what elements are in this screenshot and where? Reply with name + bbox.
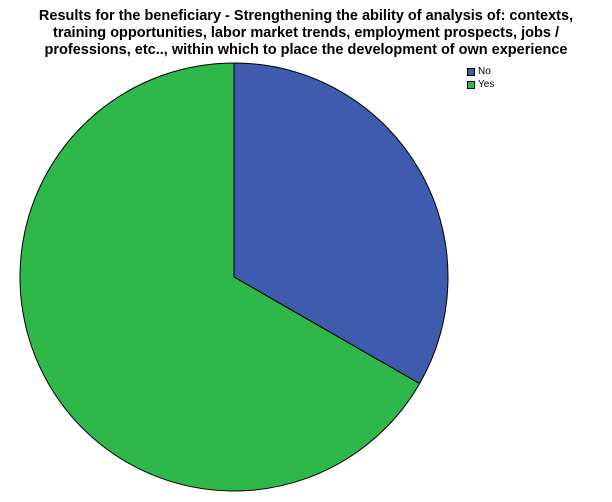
legend-swatch-no	[467, 67, 475, 76]
legend-label-no: No	[478, 66, 491, 77]
legend: No Yes	[467, 65, 494, 91]
legend-label-yes: Yes	[478, 79, 495, 90]
pie-slices	[19, 62, 449, 492]
chart-title: Results for the beneficiary - Strengthen…	[0, 8, 612, 59]
legend-swatch-yes	[467, 80, 475, 89]
pie-slice-no	[233, 62, 449, 385]
pie-slice-yes	[19, 62, 421, 492]
chart-title-line-1: Results for the beneficiary - Strengthen…	[38, 8, 574, 24]
legend-entry-no: No	[467, 65, 494, 78]
chart-title-line-3: professions, etc.., within which to plac…	[44, 42, 568, 58]
chart-title-line-2: training opportunities, labor market tre…	[53, 25, 559, 41]
legend-entry-yes: Yes	[467, 78, 494, 91]
